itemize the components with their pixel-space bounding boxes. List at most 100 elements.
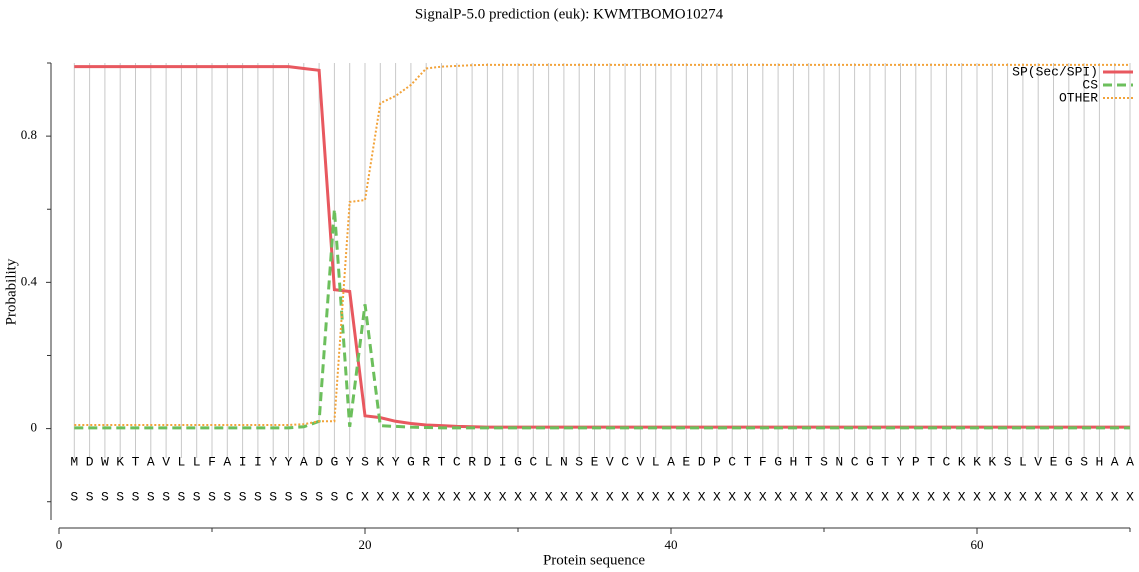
residue: E bbox=[1050, 454, 1058, 469]
annotation: X bbox=[621, 489, 629, 504]
residue: K bbox=[988, 454, 996, 469]
residue: A bbox=[223, 454, 231, 469]
annotation: X bbox=[835, 489, 843, 504]
annotation: S bbox=[193, 489, 201, 504]
residue: C bbox=[453, 454, 461, 469]
residue: S bbox=[1004, 454, 1012, 469]
residue: C bbox=[942, 454, 950, 469]
annotation: X bbox=[652, 489, 660, 504]
annotation: X bbox=[575, 489, 583, 504]
residue: G bbox=[514, 454, 522, 469]
residue: I bbox=[499, 454, 507, 469]
residue: W bbox=[101, 454, 109, 469]
annotation: X bbox=[759, 489, 767, 504]
residue: L bbox=[652, 454, 660, 469]
annotation: S bbox=[116, 489, 124, 504]
residue: E bbox=[591, 454, 599, 469]
residue: C bbox=[851, 454, 859, 469]
annotation: X bbox=[1111, 489, 1119, 504]
residue: D bbox=[315, 454, 323, 469]
residue: Y bbox=[285, 454, 293, 469]
residue: V bbox=[162, 454, 170, 469]
annotation: X bbox=[774, 489, 782, 504]
y-tick-label: 0.4 bbox=[21, 273, 38, 288]
residue: A bbox=[300, 454, 308, 469]
annotation: X bbox=[560, 489, 568, 504]
annotation: S bbox=[330, 489, 338, 504]
annotation: X bbox=[606, 489, 614, 504]
residue: D bbox=[483, 454, 491, 469]
annotation: X bbox=[988, 489, 996, 504]
annotation: S bbox=[162, 489, 170, 504]
x-tick-label: 40 bbox=[665, 537, 678, 552]
residue: G bbox=[774, 454, 782, 469]
annotation: X bbox=[805, 489, 813, 504]
annotation: X bbox=[514, 489, 522, 504]
annotation: X bbox=[438, 489, 446, 504]
residue: T bbox=[881, 454, 889, 469]
annotation: X bbox=[376, 489, 384, 504]
annotation: X bbox=[973, 489, 981, 504]
annotation: S bbox=[300, 489, 308, 504]
annotation: X bbox=[789, 489, 797, 504]
residue: L bbox=[177, 454, 185, 469]
annotation: X bbox=[1004, 489, 1012, 504]
residue: G bbox=[866, 454, 874, 469]
residue: N bbox=[835, 454, 843, 469]
residue: A bbox=[1111, 454, 1119, 469]
series-line bbox=[74, 63, 1130, 426]
residue: K bbox=[116, 454, 124, 469]
residue: K bbox=[958, 454, 966, 469]
residue: R bbox=[468, 454, 476, 469]
annotation: X bbox=[820, 489, 828, 504]
residue: V bbox=[636, 454, 644, 469]
x-tick-label: 20 bbox=[359, 537, 372, 552]
residue: L bbox=[545, 454, 553, 469]
residue: K bbox=[973, 454, 981, 469]
annotation: X bbox=[927, 489, 935, 504]
annotation: X bbox=[1019, 489, 1027, 504]
residue: P bbox=[713, 454, 721, 469]
residue: S bbox=[361, 454, 369, 469]
annotation: S bbox=[315, 489, 323, 504]
annotation: X bbox=[1050, 489, 1058, 504]
annotation: S bbox=[177, 489, 185, 504]
annotation: S bbox=[254, 489, 262, 504]
y-tick-label: 0 bbox=[31, 420, 38, 435]
annotation: X bbox=[713, 489, 721, 504]
annotation: X bbox=[545, 489, 553, 504]
residue: M bbox=[70, 454, 78, 469]
annotation: S bbox=[239, 489, 247, 504]
y-tick-label: 0.8 bbox=[21, 127, 37, 142]
residue: G bbox=[407, 454, 415, 469]
annotation: X bbox=[912, 489, 920, 504]
annotation: X bbox=[744, 489, 752, 504]
residue: Y bbox=[346, 454, 354, 469]
annotation: X bbox=[483, 489, 491, 504]
residue: T bbox=[927, 454, 935, 469]
annotation: X bbox=[1095, 489, 1103, 504]
annotation: X bbox=[453, 489, 461, 504]
annotation: X bbox=[361, 489, 369, 504]
annotation: X bbox=[958, 489, 966, 504]
residue: A bbox=[667, 454, 675, 469]
residue: S bbox=[1080, 454, 1088, 469]
x-tick-label: 0 bbox=[56, 537, 63, 552]
residue: F bbox=[759, 454, 767, 469]
annotation: X bbox=[866, 489, 874, 504]
annotation: X bbox=[942, 489, 950, 504]
series-line bbox=[74, 65, 1130, 429]
annotation: X bbox=[728, 489, 736, 504]
annotation: S bbox=[132, 489, 140, 504]
residue: G bbox=[1065, 454, 1073, 469]
annotation: S bbox=[86, 489, 94, 504]
residue: E bbox=[682, 454, 690, 469]
annotation: S bbox=[147, 489, 155, 504]
residue: A bbox=[147, 454, 155, 469]
residue: D bbox=[86, 454, 94, 469]
annotation: X bbox=[667, 489, 675, 504]
residue: Y bbox=[269, 454, 277, 469]
annotation: X bbox=[392, 489, 400, 504]
annotation: X bbox=[468, 489, 476, 504]
